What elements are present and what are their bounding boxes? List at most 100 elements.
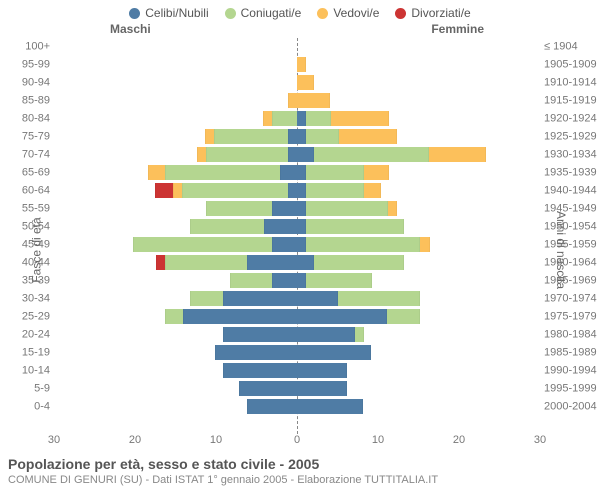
segment-married bbox=[230, 273, 271, 288]
segment-married bbox=[314, 147, 428, 162]
age-label: 25-29 bbox=[4, 312, 50, 323]
segment-single bbox=[297, 363, 347, 378]
segment-married bbox=[306, 201, 388, 216]
legend-swatch bbox=[225, 8, 236, 19]
age-row: 65-691935-1939 bbox=[54, 164, 540, 182]
age-label: 80-84 bbox=[4, 114, 50, 125]
segment-widowed bbox=[297, 57, 306, 72]
male-bar bbox=[54, 164, 297, 182]
age-label: 90-94 bbox=[4, 78, 50, 89]
male-bar bbox=[54, 344, 297, 362]
segment-single bbox=[288, 147, 297, 162]
segment-single bbox=[272, 201, 297, 216]
segment-married bbox=[306, 129, 339, 144]
segment-single bbox=[297, 201, 306, 216]
x-tick: 30 bbox=[48, 434, 60, 446]
birth-year-label: 1905-1909 bbox=[544, 60, 600, 71]
legend-label: Divorziati/e bbox=[411, 6, 470, 20]
age-row: 45-491955-1959 bbox=[54, 236, 540, 254]
age-label: 50-54 bbox=[4, 222, 50, 233]
age-row: 15-191985-1989 bbox=[54, 344, 540, 362]
segment-single bbox=[297, 129, 306, 144]
segment-married bbox=[214, 129, 288, 144]
plot-area: 100+≤ 190495-991905-190990-941910-191485… bbox=[54, 38, 540, 434]
female-bar bbox=[297, 344, 540, 362]
segment-single bbox=[272, 237, 297, 252]
segment-widowed bbox=[288, 93, 297, 108]
age-row: 100+≤ 1904 bbox=[54, 38, 540, 56]
birth-year-label: 1910-1914 bbox=[544, 78, 600, 89]
x-axis: 3020100102030 bbox=[54, 434, 540, 450]
age-row: 50-541950-1954 bbox=[54, 218, 540, 236]
segment-married bbox=[306, 237, 420, 252]
female-bar bbox=[297, 254, 540, 272]
legend-swatch bbox=[395, 8, 406, 19]
male-bar bbox=[54, 110, 297, 128]
chart-subtitle: COMUNE DI GENURI (SU) - Dati ISTAT 1° ge… bbox=[8, 474, 592, 486]
chart-container: Celibi/Nubili Coniugati/e Vedovi/e Divorzia… bbox=[0, 0, 600, 500]
legend-swatch bbox=[129, 8, 140, 19]
segment-single bbox=[183, 309, 297, 324]
age-row: 95-991905-1909 bbox=[54, 56, 540, 74]
legend-item: Coniugati/e bbox=[225, 6, 302, 20]
x-tick: 10 bbox=[210, 434, 222, 446]
segment-single bbox=[247, 255, 297, 270]
male-bar bbox=[54, 326, 297, 344]
age-label: 55-59 bbox=[4, 204, 50, 215]
segment-married bbox=[190, 291, 223, 306]
segment-single bbox=[297, 255, 314, 270]
segment-married bbox=[272, 111, 297, 126]
legend-item: Vedovi/e bbox=[317, 6, 379, 20]
age-label: 30-34 bbox=[4, 294, 50, 305]
bar-rows: 100+≤ 190495-991905-190990-941910-191485… bbox=[54, 38, 540, 434]
age-row: 70-741930-1934 bbox=[54, 146, 540, 164]
segment-single bbox=[264, 219, 297, 234]
male-bar bbox=[54, 38, 297, 56]
age-row: 25-291975-1979 bbox=[54, 308, 540, 326]
age-row: 35-391965-1969 bbox=[54, 272, 540, 290]
x-tick: 30 bbox=[534, 434, 546, 446]
age-label: 5-9 bbox=[4, 384, 50, 395]
segment-married bbox=[306, 219, 404, 234]
birth-year-label: 1985-1989 bbox=[544, 348, 600, 359]
birth-year-label: 1975-1979 bbox=[544, 312, 600, 323]
age-label: 100+ bbox=[4, 42, 50, 53]
segment-married bbox=[165, 309, 182, 324]
segment-single bbox=[297, 399, 363, 414]
birth-year-label: 2000-2004 bbox=[544, 402, 600, 413]
segment-single bbox=[280, 165, 297, 180]
male-bar bbox=[54, 74, 297, 92]
age-label: 70-74 bbox=[4, 150, 50, 161]
segment-divorced bbox=[156, 255, 165, 270]
age-label: 20-24 bbox=[4, 330, 50, 341]
chart-footer: Popolazione per età, sesso e stato civil… bbox=[0, 450, 600, 486]
segment-married bbox=[306, 273, 372, 288]
birth-year-label: 1990-1994 bbox=[544, 366, 600, 377]
segment-married bbox=[182, 183, 288, 198]
segment-single bbox=[297, 111, 306, 126]
segment-single bbox=[297, 147, 314, 162]
legend-label: Celibi/Nubili bbox=[145, 6, 208, 20]
male-bar bbox=[54, 254, 297, 272]
segment-divorced bbox=[155, 183, 172, 198]
segment-widowed bbox=[420, 237, 429, 252]
birth-year-label: 1955-1959 bbox=[544, 240, 600, 251]
segment-widowed bbox=[297, 93, 330, 108]
birth-year-label: 1965-1969 bbox=[544, 276, 600, 287]
age-label: 95-99 bbox=[4, 60, 50, 71]
segment-married bbox=[314, 255, 404, 270]
segment-single bbox=[297, 237, 306, 252]
segment-single bbox=[297, 327, 355, 342]
segment-married bbox=[190, 219, 264, 234]
age-label: 45-49 bbox=[4, 240, 50, 251]
male-bar bbox=[54, 398, 297, 416]
segment-widowed bbox=[205, 129, 214, 144]
female-bar bbox=[297, 110, 540, 128]
segment-married bbox=[206, 201, 272, 216]
female-bar bbox=[297, 38, 540, 56]
male-header: Maschi bbox=[110, 22, 151, 36]
age-label: 35-39 bbox=[4, 276, 50, 287]
male-bar bbox=[54, 236, 297, 254]
birth-year-label: 1950-1954 bbox=[544, 222, 600, 233]
age-row: 10-141990-1994 bbox=[54, 362, 540, 380]
